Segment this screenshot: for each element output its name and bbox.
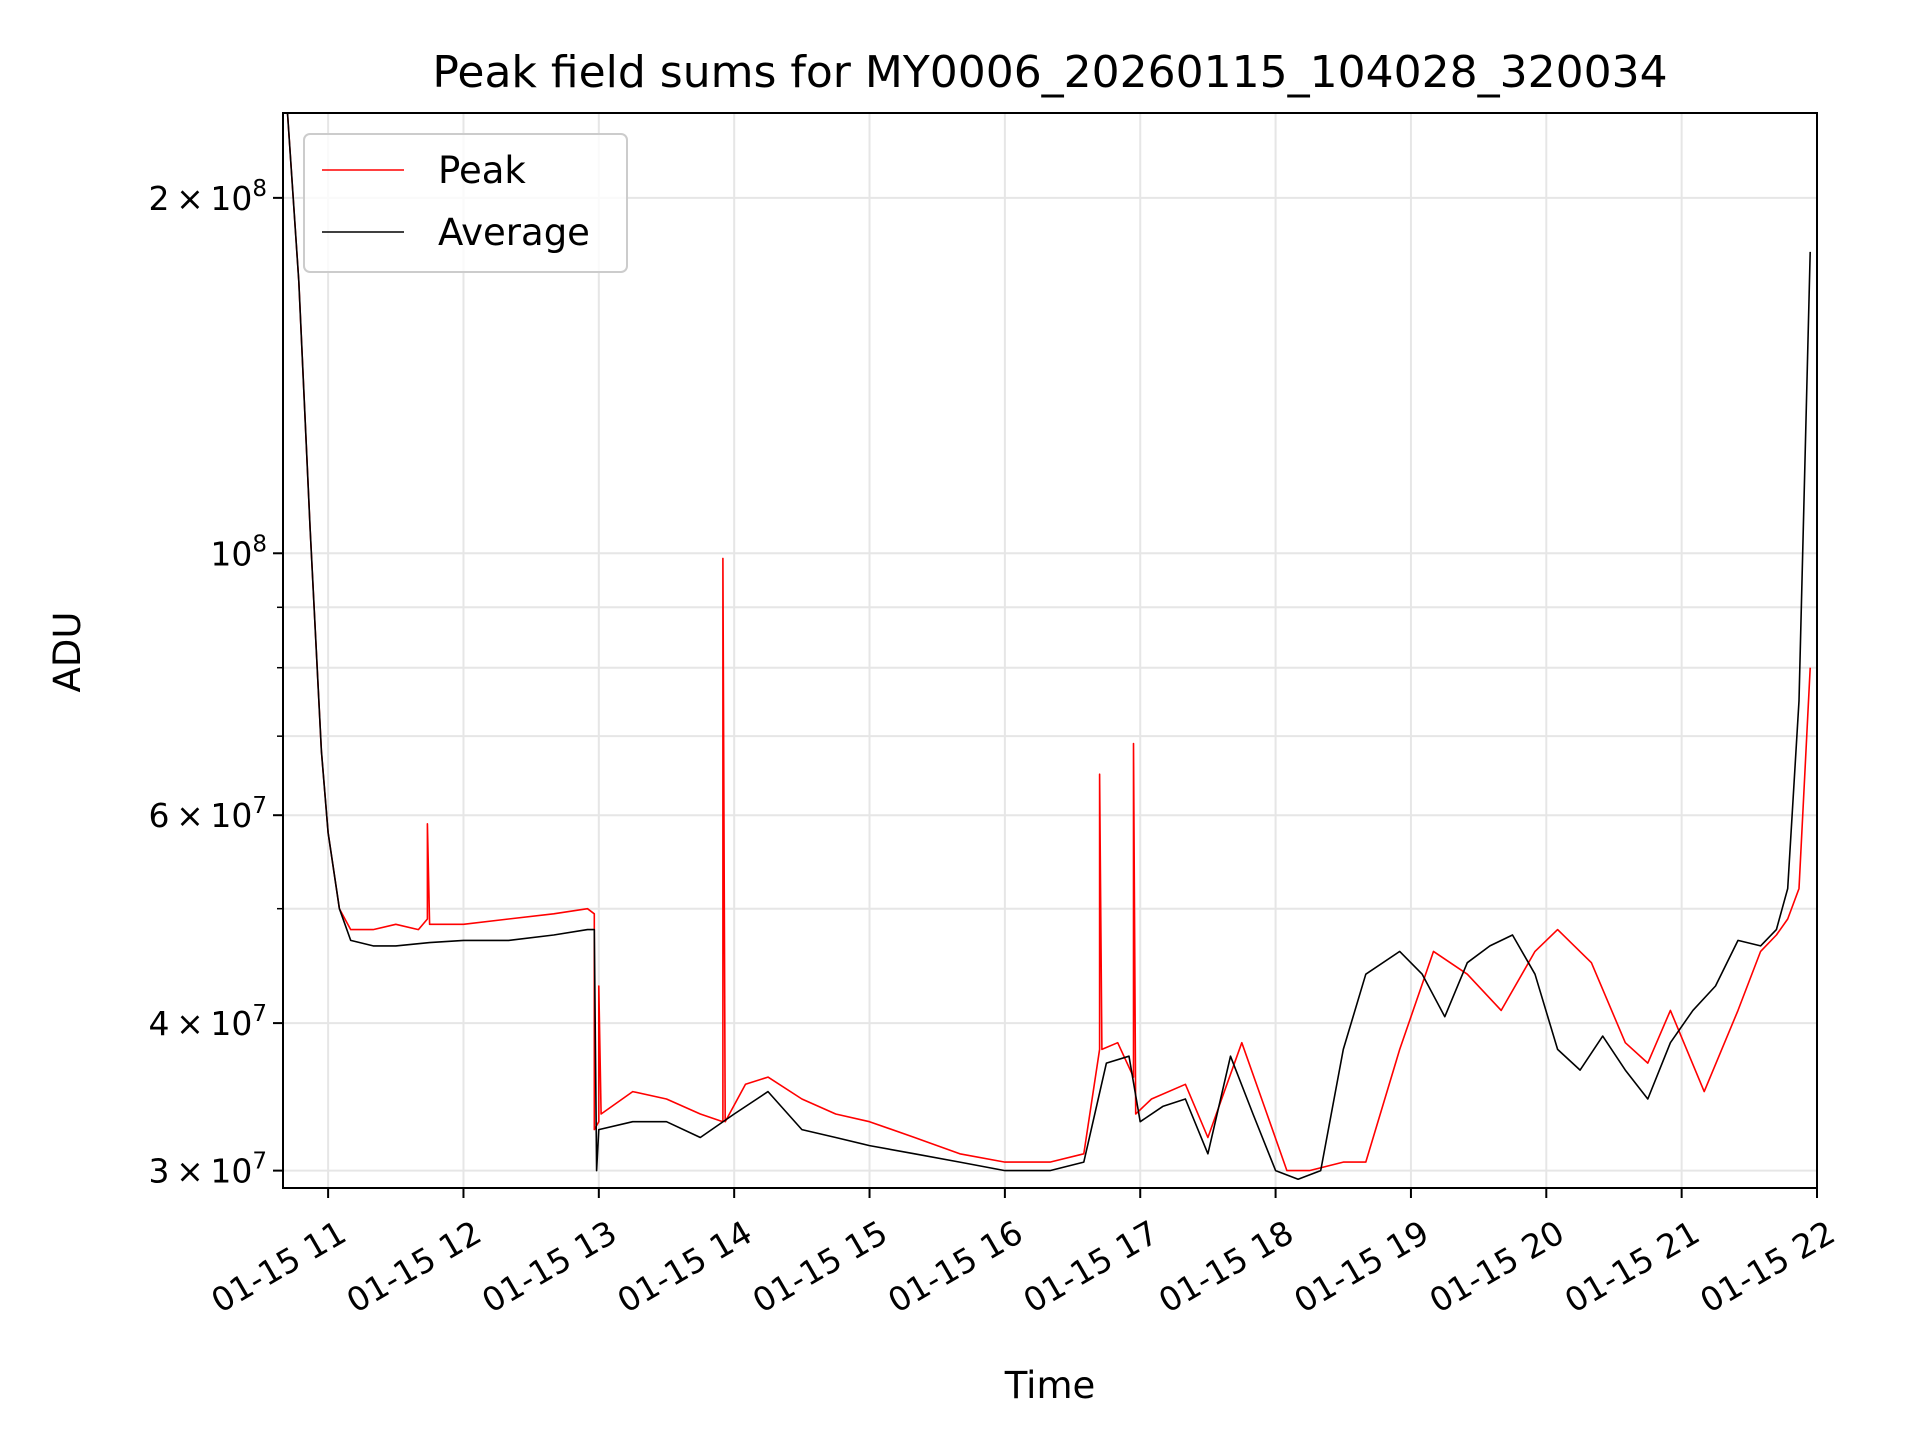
y-tick-label: 4 × 107 — [149, 1001, 267, 1043]
legend-label-average: Average — [438, 211, 590, 254]
series-line-average — [286, 113, 1811, 1180]
legend: Peak Average — [303, 133, 628, 273]
series-layer — [286, 113, 1811, 1180]
x-axis-title: Time — [1004, 1364, 1096, 1407]
series-line-peak — [286, 113, 1811, 1172]
chart-title: Peak field sums for MY0006_20260115_1040… — [432, 47, 1667, 98]
y-tick-label: 2 × 108 — [149, 176, 267, 218]
y-tick-label: 3 × 107 — [149, 1149, 267, 1191]
plot-frame — [282, 112, 1818, 1189]
y-tick-label: 6 × 107 — [149, 793, 267, 835]
legend-label-peak: Peak — [438, 149, 526, 192]
legend-box — [303, 133, 628, 273]
y-axis: 3 × 107 4 × 107 6 × 107 108 2 × 108 — [149, 176, 283, 1191]
y-axis-title: ADU — [46, 612, 89, 693]
y-tick-label: 108 — [210, 531, 267, 573]
